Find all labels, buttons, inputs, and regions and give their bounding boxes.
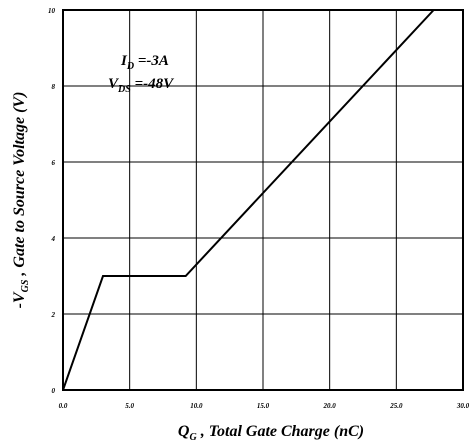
y-tick-label: 6 (52, 159, 56, 167)
y-tick-label: 8 (52, 83, 56, 91)
x-tick-labels: 0.0 5.0 10.0 15.0 20.0 25.0 30.0 (59, 402, 470, 410)
annotation-drain-source-voltage: VDS =-48V (108, 76, 175, 95)
x-tick-label: 0.0 (59, 402, 68, 410)
y-tick-label: 0 (52, 387, 56, 395)
annotation-drain-current: ID =-3A (120, 53, 169, 72)
y-tick-labels: 0 2 4 6 8 10 (48, 7, 56, 395)
x-tick-label: 20.0 (323, 402, 337, 410)
x-axis-title: QG , Total Gate Charge (nC) (178, 423, 364, 443)
plot-frame (62, 9, 464, 391)
y-tick-label: 10 (48, 7, 56, 15)
x-tick-label: 5.0 (125, 402, 134, 410)
grid (63, 10, 463, 390)
y-tick-label: 2 (51, 311, 56, 319)
x-tick-label: 10.0 (190, 402, 203, 410)
x-tick-label: 25.0 (389, 402, 403, 410)
x-tick-label: 30.0 (456, 402, 470, 410)
series-line (62, 9, 435, 391)
y-tick-label: 4 (51, 235, 56, 243)
x-tick-label: 15.0 (257, 402, 270, 410)
series-layer (62, 9, 435, 391)
y-axis-title: -VGS , Gate to Source Voltage (V) (11, 92, 31, 309)
